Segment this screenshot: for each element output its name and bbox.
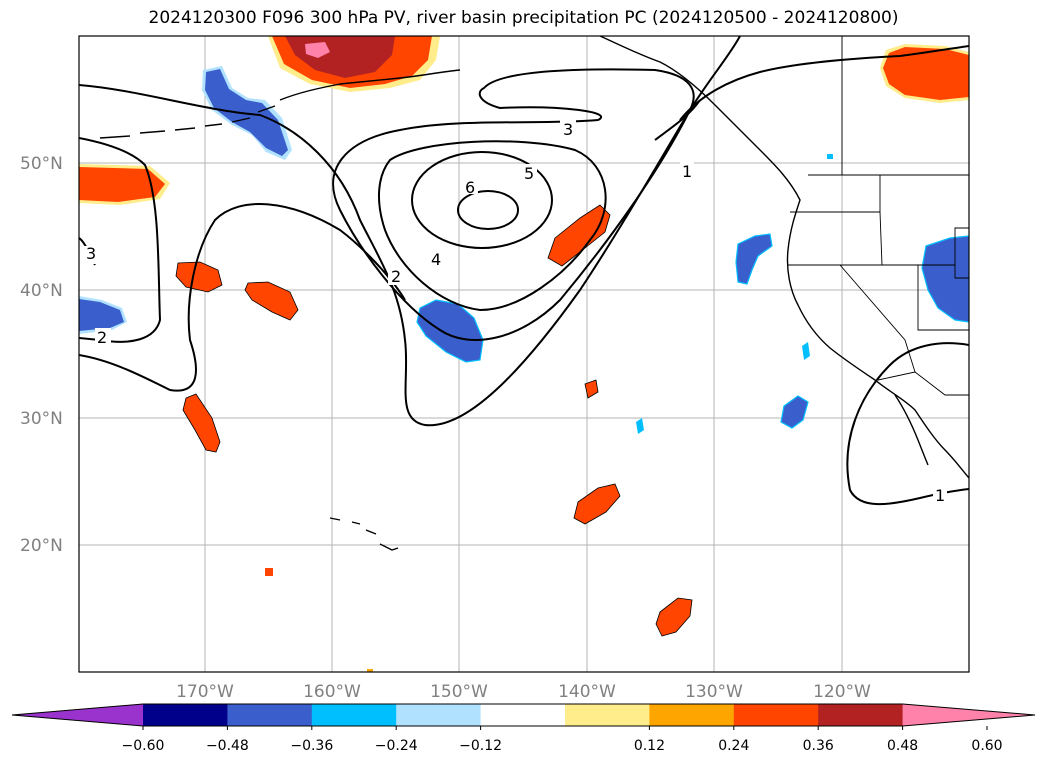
precip-positive-blob	[547, 204, 611, 267]
contour-label: 3	[563, 120, 573, 139]
lon-label: 120°W	[813, 682, 871, 702]
colorbar-segment	[396, 704, 482, 726]
colorbar-tick-label: 0.48	[887, 738, 918, 754]
lat-label: 30°N	[20, 409, 63, 429]
longitude-labels: 170°W 160°W 150°W 140°W 130°W 120°W	[176, 682, 871, 702]
contour-label: 1	[682, 162, 692, 181]
alaska-coast	[279, 69, 461, 101]
contour-label: 5	[524, 164, 534, 183]
lat-label: 40°N	[20, 281, 63, 301]
state-border	[917, 265, 969, 331]
hawaii-islands	[329, 517, 399, 551]
us-mexico-border	[877, 371, 969, 396]
state-border	[839, 264, 916, 373]
north-america-coast	[599, 36, 969, 479]
pv-contour-1c	[654, 99, 701, 141]
pv-contour-3b	[79, 137, 162, 343]
precip-positive-blob	[305, 42, 330, 58]
precip-positive-blob	[244, 281, 299, 321]
pv-contour-2	[79, 36, 741, 427]
baja-coast	[894, 394, 929, 466]
colorbar-segment	[818, 704, 904, 726]
colorbar-segment	[227, 704, 313, 726]
pv-contour-4	[378, 140, 607, 312]
precip-positive-blob	[573, 483, 621, 525]
precip-positive-blob	[883, 47, 969, 100]
contour-label: 2	[391, 267, 401, 286]
pv-contours	[79, 36, 969, 506]
precip-negative-blob	[416, 299, 484, 363]
precip-negative-blob	[802, 342, 810, 360]
contour-label: 4	[431, 250, 441, 269]
colorbar-segment	[143, 704, 228, 726]
colorbar-extend-min	[12, 704, 143, 726]
pv-contour-5	[411, 151, 553, 249]
colorbar-tick-label: 0.60	[971, 738, 1002, 754]
state-border	[879, 211, 883, 266]
gridlines	[79, 36, 969, 672]
precip-negative-blob	[921, 235, 969, 323]
colorbar-segment	[733, 704, 819, 726]
colorbar-tick-label: 0.24	[718, 738, 749, 754]
contour-labels: 6 5 4 3 2 2 3 1 1	[84, 120, 947, 505]
colorbar-extend-max	[902, 704, 1035, 726]
colorbar-segment	[311, 704, 397, 726]
precip-positive-speck	[265, 568, 273, 576]
lon-label: 150°W	[430, 682, 488, 702]
contour-label: 6	[465, 178, 475, 197]
lon-label: 130°W	[685, 682, 743, 702]
lon-label: 140°W	[558, 682, 616, 702]
precip-negative-speck	[827, 154, 833, 159]
contour-label: 1	[935, 486, 945, 505]
latitude-labels: 50°N 40°N 30°N 20°N	[20, 154, 63, 556]
map-panel	[79, 36, 969, 672]
pv-contour-1b	[846, 342, 969, 506]
colorbar: −0.60 −0.48 −0.36 −0.24 −0.12 0.12 0.24 0.36 0.4…	[11, 703, 1036, 754]
precip-pc-shading	[79, 36, 969, 672]
colorbar-segment	[649, 704, 735, 726]
aleutian-islands	[99, 105, 276, 139]
colorbar-segment	[565, 704, 650, 726]
colorbar-tick-label: −0.36	[290, 738, 333, 754]
precip-positive-blob	[584, 379, 599, 399]
lat-label: 20°N	[20, 536, 63, 556]
colorbar-tick-label: −0.24	[375, 738, 418, 754]
colorbar-tick-label: −0.48	[206, 738, 249, 754]
state-border	[954, 227, 969, 279]
pv-contour-1	[679, 45, 969, 121]
borders	[788, 36, 969, 396]
precip-negative-blob	[636, 418, 644, 434]
precip-positive-speck	[367, 669, 373, 672]
lon-label: 160°W	[303, 682, 361, 702]
precip-positive-blob	[182, 393, 221, 453]
pv-contour-6	[457, 190, 519, 230]
precip-positive-blob	[175, 261, 223, 293]
precip-positive-blob	[655, 597, 693, 637]
map-title: 2024120300 F096 300 hPa PV, river basin …	[148, 8, 899, 28]
precip-negative-blob	[79, 299, 124, 331]
colorbar-tick-label: −0.12	[459, 738, 502, 754]
colorbar-tick-label: 0.12	[634, 738, 665, 754]
colorbar-tick-label: −0.60	[122, 738, 165, 754]
lon-label: 170°W	[176, 682, 234, 702]
contour-label: 2	[97, 328, 107, 347]
precip-negative-blob	[205, 69, 288, 156]
colorbar-segment	[480, 704, 566, 726]
precip-positive-blob	[79, 167, 165, 202]
colorbar-tick-label: 0.36	[803, 738, 834, 754]
coastlines	[99, 36, 969, 551]
contour-label: 3	[86, 244, 96, 263]
map-frame	[78, 35, 970, 673]
precip-negative-blob	[780, 395, 809, 429]
lat-label: 50°N	[20, 154, 63, 174]
pv-contour-3	[332, 68, 695, 341]
pv-contour-2b	[79, 203, 406, 392]
precip-negative-blob	[735, 233, 773, 285]
